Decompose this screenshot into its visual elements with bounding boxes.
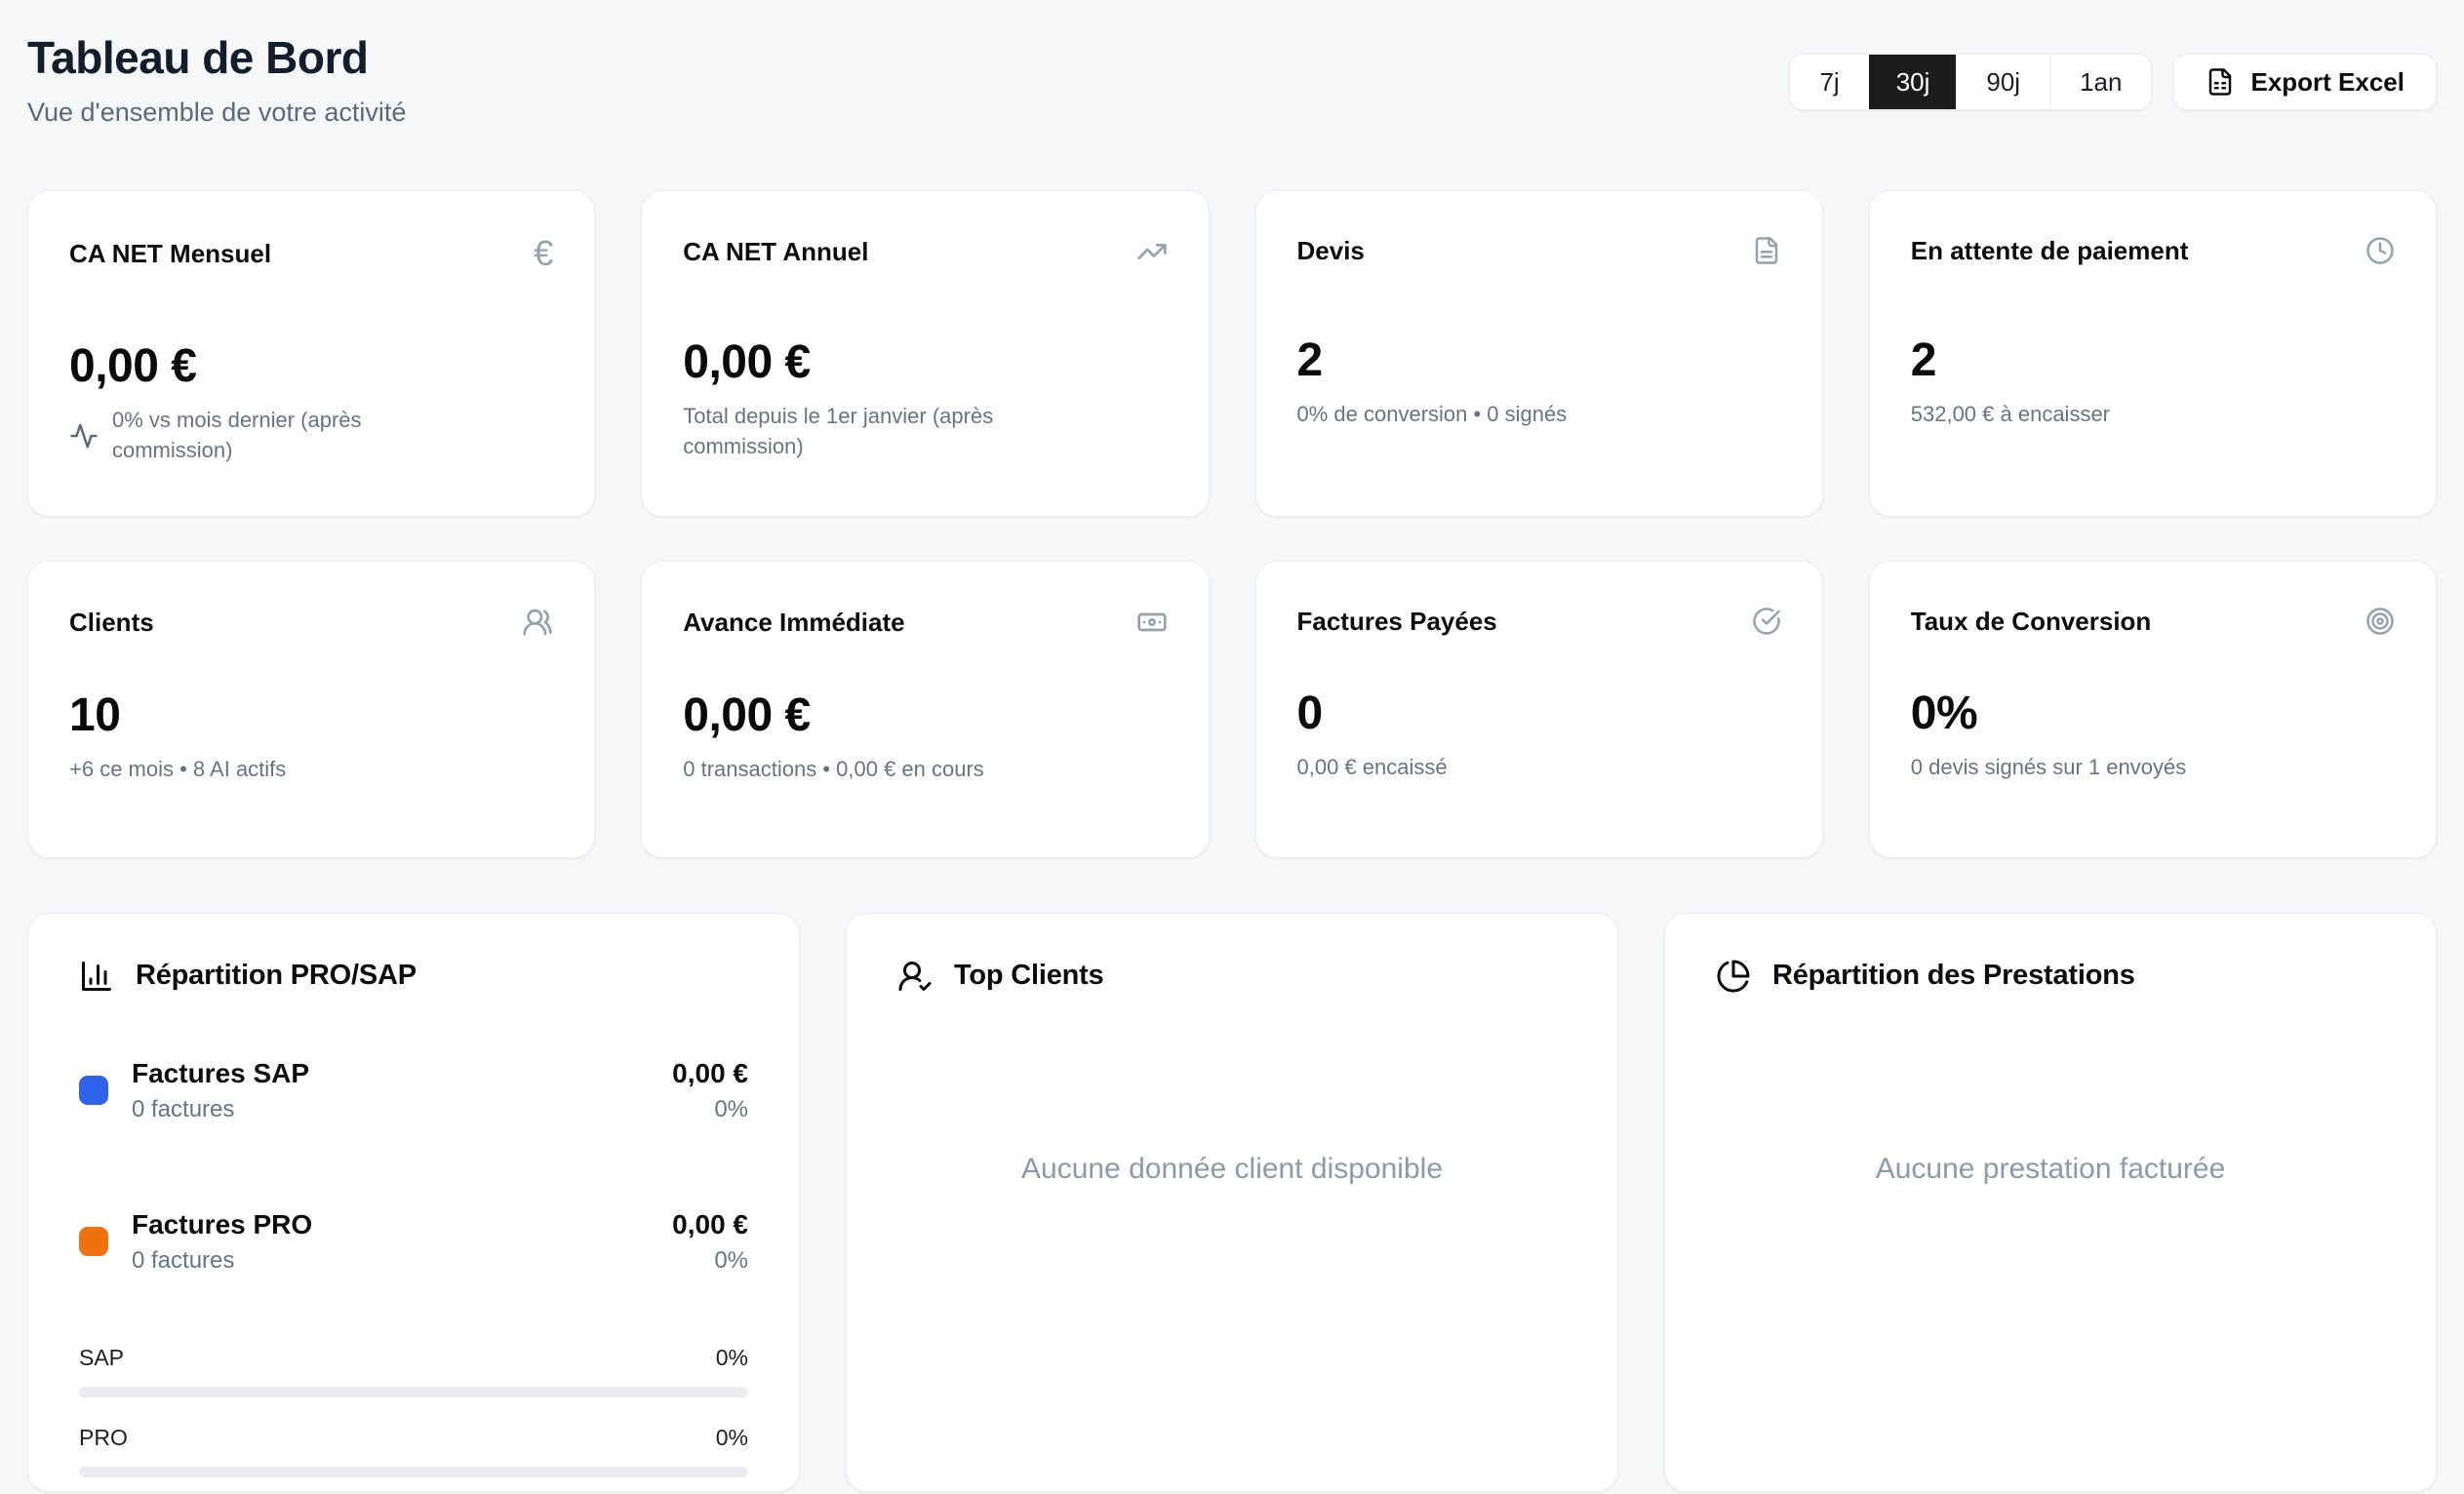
stat-subtext: +6 ce mois • 8 AI actifs [69,756,287,781]
range-button-90j[interactable]: 90j [1956,55,2049,109]
progress-track [79,1466,748,1477]
panel-repartition-pro-sap: Répartition PRO/SAP Factures SAP 0 factu… [27,912,800,1492]
panels-grid: Répartition PRO/SAP Factures SAP 0 factu… [27,912,2437,1492]
stat-value: 0% [1910,687,1978,739]
range-button-7j[interactable]: 7j [1790,55,1868,109]
stat-value: 0 [1296,687,1324,739]
legend-count: 0 factures [132,1246,235,1274]
page-title: Tableau de Bord [27,32,369,83]
stat-title: Clients [69,607,154,637]
pro-color-swatch [79,1227,108,1257]
header: Tableau de Bord Vue d'ensemble de votre … [27,32,2437,130]
user-check-icon [897,959,933,994]
stat-value: 10 [69,688,121,741]
stat-value: 2 [1296,334,1324,386]
stat-title: Devis [1296,235,1365,265]
legend-label: Factures PRO [132,1208,313,1239]
circle-check-icon [1752,607,1781,636]
stat-subtext: 532,00 € à encaisser [1910,401,2111,426]
legend-percent: 0% [714,1095,748,1122]
page-subtitle: Vue d'ensemble de votre activité [27,97,407,127]
bar-label: SAP [79,1344,125,1370]
sap-color-swatch [79,1076,108,1106]
file-text-icon [1752,236,1781,265]
bar-group-sap: SAP 0% [79,1345,748,1397]
bar-percent: 0% [715,1344,748,1370]
bar-chart-icon [79,959,114,994]
activity-icon [69,421,99,451]
stat-subtext: 0,00 € encaissé [1296,754,1448,779]
panel-top-clients: Top Clients Aucune donnée client disponi… [846,912,1618,1492]
bar-percent: 0% [715,1424,748,1450]
stat-title: Avance Immédiate [683,607,905,637]
stat-card-factures-payees: Factures Payées 0 0,00 € encaissé [1254,560,1823,858]
target-icon [2365,607,2395,636]
stat-subtext: 0% de conversion • 0 signés [1296,401,1568,426]
stat-card-taux-conversion: Taux de Conversion 0% 0 devis signés sur… [1868,560,2437,858]
legend-label: Factures SAP [132,1057,310,1088]
export-excel-label: Export Excel [2250,66,2404,97]
legend-amount: 0,00 € [672,1057,748,1088]
stat-title: Factures Payées [1296,606,1497,636]
stat-subtext: 0 transactions • 0,00 € en cours [683,756,984,781]
stat-value: 2 [1910,334,1937,386]
stats-grid: CA NET Mensuel € 0,00 € 0% vs mois derni… [27,189,2437,858]
top-clients-empty-state: Aucune donnée client disponible [897,994,1567,1345]
stat-value: 0,00 € [683,688,811,741]
legend-count: 0 factures [132,1095,235,1122]
empty-state-text: Aucune donnée client disponible [1021,1152,1443,1185]
euro-icon: € [534,232,554,273]
panel-title: Répartition des Prestations [1772,960,2135,992]
header-actions: 7j 30j 90j 1an Export Excel [1789,54,2437,110]
range-button-1an[interactable]: 1an [2049,55,2151,109]
stat-subtext: Total depuis le 1er janvier (après commi… [683,403,994,458]
breakdown-bars: SAP 0% PRO 0% [79,1345,748,1477]
legend-amount: 0,00 € [672,1208,748,1239]
panel-title: Top Clients [954,960,1104,992]
stat-subtext: 0 devis signés sur 1 envoyés [1910,754,2187,779]
stat-value: 0,00 € [683,335,811,388]
date-range-selector: 7j 30j 90j 1an [1789,54,2153,110]
legend-row-pro: Factures PRO 0 factures 0,00 € 0% [79,1209,748,1275]
bar-group-pro: PRO 0% [79,1425,748,1477]
pie-chart-icon [1716,959,1751,994]
clock-icon [2365,236,2395,265]
trending-up-icon [1136,236,1168,267]
stat-title: Taux de Conversion [1910,606,2152,636]
panel-repartition-prestations: Répartition des Prestations Aucune prest… [1664,912,2437,1492]
range-button-30j[interactable]: 30j [1868,55,1957,109]
stat-card-ca-net-mensuel: CA NET Mensuel € 0,00 € 0% vs mois derni… [27,189,596,517]
header-titles: Tableau de Bord Vue d'ensemble de votre … [27,32,406,130]
stat-card-clients: Clients 10 +6 ce mois • 8 AI actifs [27,560,596,858]
stat-subtext: 0% vs mois dernier (après commission) [112,407,362,462]
legend-percent: 0% [714,1246,748,1274]
stat-title: En attente de paiement [1910,235,2189,265]
panel-title: Répartition PRO/SAP [136,960,417,992]
legend-row-sap: Factures SAP 0 factures 0,00 € 0% [79,1058,748,1123]
export-excel-button[interactable]: Export Excel [2173,54,2437,110]
stat-title: CA NET Annuel [683,236,869,266]
stat-card-avance-immediate: Avance Immédiate 0,00 € 0 transactions •… [641,560,1210,858]
progress-track [79,1386,748,1397]
users-icon [522,607,553,638]
banknote-icon [1136,607,1168,638]
stat-title: CA NET Mensuel [69,238,272,268]
prestations-empty-state: Aucune prestation facturée [1716,994,2385,1345]
empty-state-text: Aucune prestation facturée [1875,1152,2226,1185]
stat-card-ca-net-annuel: CA NET Annuel 0,00 € Total depuis le 1er… [641,189,1210,517]
stat-card-en-attente: En attente de paiement 2 532,00 € à enca… [1868,189,2437,517]
file-spreadsheet-icon [2206,67,2235,97]
bar-label: PRO [79,1424,128,1450]
stat-card-devis: Devis 2 0% de conversion • 0 signés [1254,189,1823,517]
stat-value: 0,00 € [69,339,197,392]
